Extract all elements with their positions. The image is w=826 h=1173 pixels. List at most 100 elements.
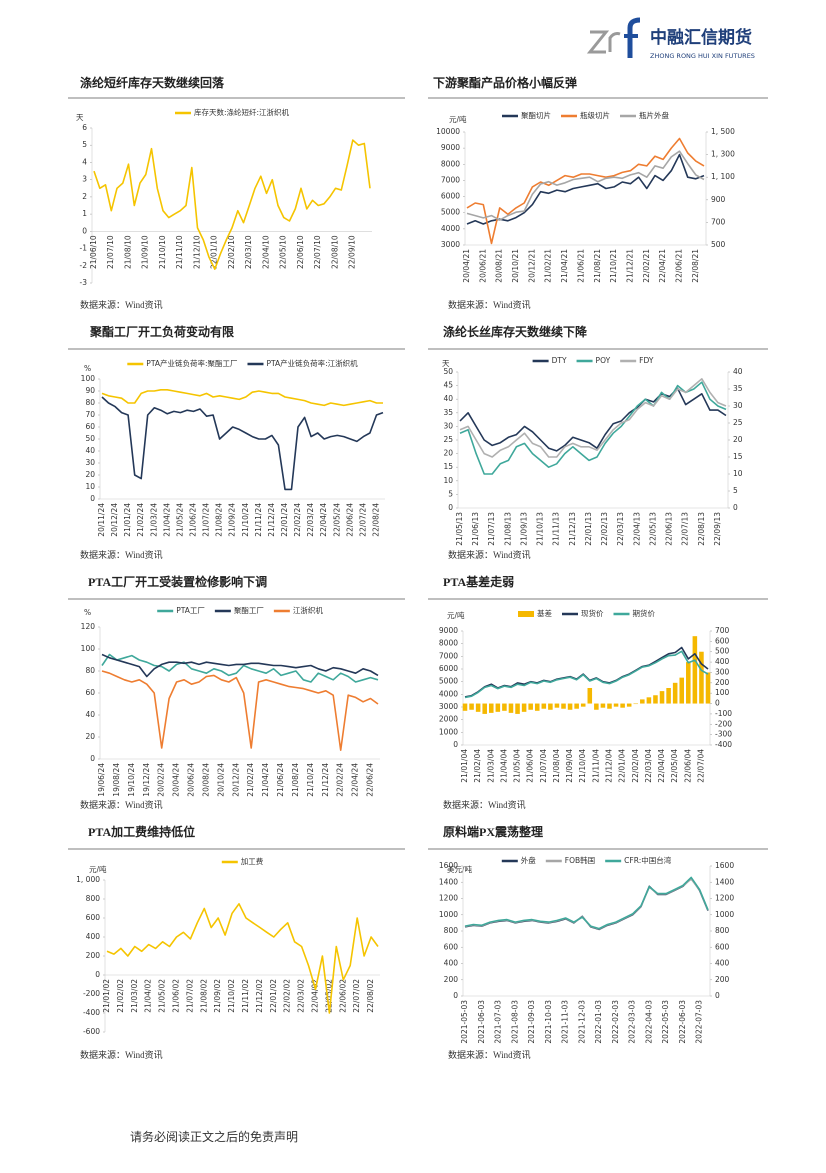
x-tick-label: 22/07/13: [681, 512, 690, 546]
x-tick-label: 21/04/24: [162, 503, 171, 537]
x-tick-label: 22/01/24: [280, 503, 289, 537]
chart-title: 涤纶短纤库存天数继续回落: [80, 75, 225, 90]
y-tick-label: 5000: [441, 208, 460, 217]
x-tick-label: 20/04/21: [462, 249, 471, 283]
y-tick-label: 10: [443, 476, 453, 485]
bar: [686, 662, 691, 704]
company-name: 中融汇信期货: [650, 27, 752, 48]
x-tick-label: 21/08/21: [593, 249, 602, 283]
y-tick-label: 400: [86, 932, 101, 941]
x-tick-label: 21/02/21: [544, 249, 553, 283]
x-tick-label: 20/08/24: [201, 763, 210, 797]
legend: DTY POY FDY: [532, 356, 654, 365]
x-tick-label: 21/08/04: [552, 749, 561, 783]
legend-label: PTA工厂: [176, 606, 205, 615]
y-tick-label: 800: [444, 926, 459, 935]
source-note: 数据来源：Wind资讯: [448, 549, 531, 560]
x-tick-label: 22/03/24: [306, 503, 315, 537]
y-tick-label: 40: [443, 394, 453, 403]
x-tick-label: 22/07/24: [358, 503, 367, 537]
x-tick-label: 20/08/21: [495, 249, 504, 283]
y-tick-label: 30: [85, 458, 95, 467]
x-tick-label: 22/02/04: [631, 749, 640, 783]
x-tick-label: 21/12/13: [568, 512, 577, 546]
y2-tick-label: 1600: [715, 861, 734, 870]
x-tick-label: 2022-06-03: [678, 1000, 687, 1044]
x-tick-label: 21/02/04: [473, 749, 482, 783]
bar: [469, 703, 474, 710]
y2-tick-label: 600: [715, 636, 730, 645]
series-line: [106, 903, 379, 1014]
legend: 外盘 FOB韩国 CFR:中国台湾: [501, 855, 672, 865]
y2-tick-label: 800: [715, 926, 730, 935]
source-note: 数据来源：Wind资讯: [80, 1049, 163, 1060]
series-line: [101, 396, 384, 491]
y-tick-label: 7000: [441, 175, 460, 184]
series-line: [459, 381, 727, 475]
legend-swatch: [518, 611, 534, 617]
x-tick-label: 21/08/24: [291, 763, 300, 797]
x-tick-label: 22/08/24: [371, 503, 380, 537]
y-tick-label: 5000: [439, 677, 458, 686]
bar: [495, 703, 501, 712]
chart-title: PTA加工费维持低位: [88, 824, 195, 839]
y-axis-unit: 元/吨: [449, 114, 467, 124]
source-note: 数据来源：Wind资讯: [443, 799, 526, 810]
series-line: [101, 653, 379, 678]
x-tick-label: 2021-06-03: [477, 1000, 486, 1044]
x-tick-label: 2021-10-03: [544, 1000, 553, 1044]
legend: PTA产业链负荷率:聚酯工厂 PTA产业链负荷率:江浙织机: [127, 358, 358, 368]
x-tick-label: 2022-03-03: [628, 1000, 637, 1044]
y-tick-label: 800: [86, 894, 101, 903]
y-tick-label: 4: [82, 157, 87, 166]
x-tick-label: 22/09/13: [713, 512, 722, 546]
series-line: [466, 153, 705, 225]
y-tick-label: 100: [81, 644, 96, 653]
y-tick-label: 0: [453, 991, 458, 1000]
y-tick-label: 3000: [441, 240, 460, 249]
x-tick-label: 2022-05-03: [661, 1000, 670, 1044]
x-tick-label: 22/08/02: [366, 979, 375, 1013]
x-tick-label: 22/05/04: [670, 749, 679, 783]
legend-label: 期货价: [633, 608, 656, 618]
x-tick-label: 22/04/10: [262, 235, 271, 269]
x-tick-label: 21/11/13: [552, 512, 561, 546]
y2-tick-label: 700: [715, 626, 730, 635]
x-tick-label: 22/07/02: [352, 979, 361, 1013]
legend-label: CFR:中国台湾: [624, 855, 672, 865]
y-tick-label: 8000: [439, 639, 458, 648]
bar: [462, 703, 468, 711]
y-tick-label: -200: [83, 989, 100, 998]
series-line: [466, 150, 705, 221]
x-tick-label: 21/06/21: [576, 249, 585, 283]
y2-tick-label: 700: [711, 217, 726, 226]
series-line: [459, 387, 727, 452]
x-tick-label: 21/08/24: [215, 503, 224, 537]
x-tick-label: 22/05/13: [648, 512, 657, 546]
y-tick-label: 9000: [439, 626, 458, 635]
x-tick-label: 19/10/24: [127, 763, 136, 797]
x-tick-label: 22/01/10: [210, 235, 219, 269]
legend-label: DTY: [552, 356, 567, 365]
bar: [646, 697, 652, 704]
y-tick-label: 70: [85, 410, 95, 419]
y-axis-unit: 天: [442, 359, 450, 368]
bar: [580, 703, 586, 707]
bar: [482, 703, 487, 714]
y-tick-label: 40: [85, 710, 95, 719]
x-tick-label: 22/04/13: [632, 512, 641, 546]
y-tick-label: 2000: [439, 715, 458, 724]
bar: [541, 703, 547, 709]
series-line: [459, 378, 727, 458]
x-tick-label: 21/09/10: [141, 235, 150, 269]
y2-tick-label: 40: [733, 367, 743, 376]
bar: [607, 703, 612, 709]
bar: [659, 691, 665, 704]
x-tick-label: 20/10/24: [216, 763, 225, 797]
y2-tick-label: 600: [715, 942, 730, 951]
y-tick-label: 60: [85, 688, 95, 697]
y-tick-label: 9000: [441, 143, 460, 152]
x-tick-label: 22/01/13: [584, 512, 593, 546]
